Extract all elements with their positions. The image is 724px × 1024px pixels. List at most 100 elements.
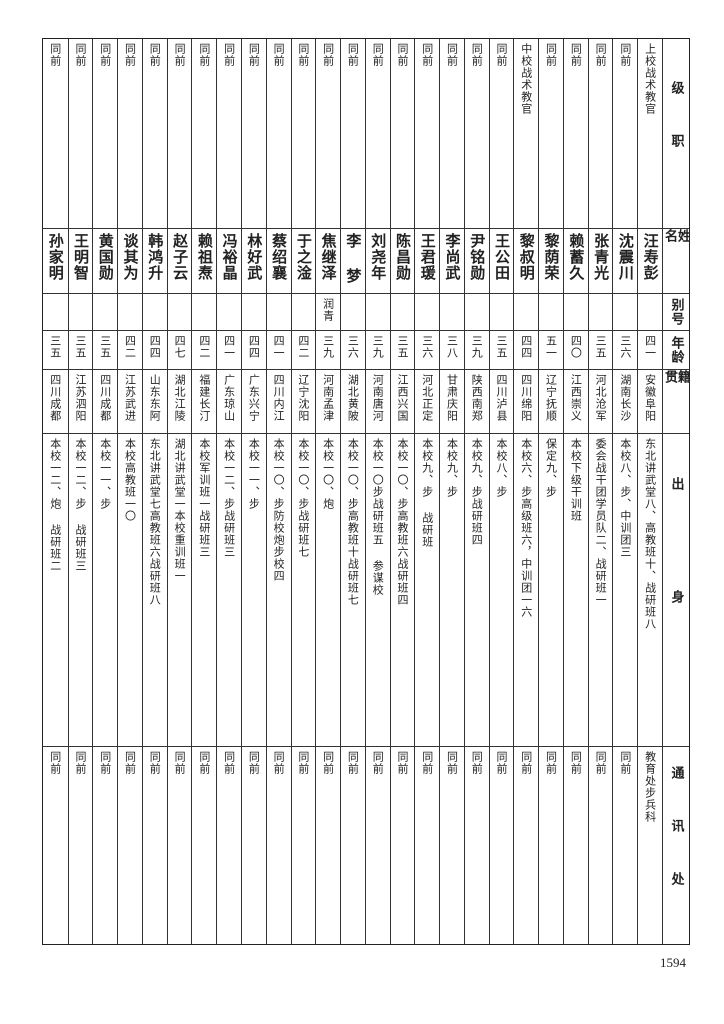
background-cell: 本校一〇、步高教班十战研班七 (341, 434, 365, 747)
age-cell-text: 三九 (470, 335, 484, 359)
age-cell: 四二 (291, 331, 316, 370)
name-cell: 张青光 (588, 229, 613, 294)
age-cell-text: 三九 (321, 335, 335, 359)
rank-cell: 同前 (142, 39, 167, 229)
alias-cell (613, 294, 638, 331)
background-cell-text: 本校一一、步 (247, 438, 261, 510)
native-cell: 广东兴宁 (241, 370, 266, 434)
rank-cell: 同前 (365, 39, 390, 229)
rank-cell: 同前 (217, 39, 241, 229)
rank-cell-text: 同前 (74, 43, 87, 67)
alias-cell (192, 294, 217, 331)
native-cell-text: 湖北黄陂 (346, 374, 360, 422)
name-cell-text: 谈其为 (121, 233, 140, 281)
address-cell: 同前 (69, 747, 93, 944)
age-cell: 三五 (588, 331, 613, 370)
name-cell: 林好武 (241, 229, 266, 294)
name-cell-text: 赖祖焘 (195, 233, 214, 281)
person-column: 同前 刘尧年 三九 河南唐河 本校一〇步战研班五 参谋校 同前 (364, 39, 390, 944)
header-age: 年龄 (663, 331, 689, 370)
header-alias: 别号 (663, 294, 689, 331)
address-cell-text: 同前 (420, 751, 434, 775)
address-cell: 同前 (440, 747, 464, 944)
rank-cell: 同前 (241, 39, 266, 229)
native-cell: 湖北黄陂 (341, 370, 365, 434)
name-cell: 黎叔明 (514, 229, 539, 294)
address-cell: 同前 (267, 747, 291, 944)
address-cell: 同前 (192, 747, 216, 944)
person-column: 同前 黎荫荣 五一 辽宁抚顺 保定九、步 同前 (538, 39, 563, 944)
name-cell: 于之淦 (291, 229, 316, 294)
name-cell-text: 尹铭勋 (468, 233, 487, 281)
rank-cell: 中校战术教官 (514, 39, 539, 229)
background-cell-text: 本校八、步 (495, 438, 509, 498)
address-cell-text: 同前 (470, 751, 484, 775)
age-cell: 三九 (316, 331, 341, 370)
background-cell: 本校一一、步 (241, 434, 266, 747)
name-cell: 王明智 (68, 229, 93, 294)
rank-cell: 同前 (93, 39, 118, 229)
address-cell: 同前 (514, 747, 538, 944)
alias-cell (539, 294, 563, 331)
native-cell: 辽宁沈阳 (291, 370, 316, 434)
native-cell: 江西兴国 (390, 370, 415, 434)
name-cell-text: 刘尧年 (369, 233, 388, 281)
name-cell-text: 王公田 (493, 233, 512, 281)
alias-cell-text: 润青 (321, 298, 335, 322)
name-cell: 冯裕晶 (217, 229, 241, 294)
age-cell-text: 四二 (197, 335, 211, 359)
header-native: 籍贯 (663, 370, 689, 434)
person-column: 同前 蔡绍襄 四一 四川内江 本校一〇、步防校炮步校四 同前 (265, 39, 291, 944)
age-cell: 三六 (341, 331, 365, 370)
age-cell-text: 三五 (395, 335, 409, 359)
age-cell: 三八 (440, 331, 464, 370)
alias-cell (118, 294, 142, 331)
name-cell: 蔡绍襄 (266, 229, 291, 294)
alias-cell (440, 294, 464, 331)
address-cell-text: 同前 (222, 751, 236, 775)
background-cell: 本校六、步高级班六，中训团一六 (514, 434, 539, 747)
background-cell: 本校一〇步战研班五 参谋校 (365, 434, 390, 747)
name-cell-text: 黄国勋 (96, 233, 115, 281)
person-column: 中校战术教官 黎叔明 四四 四川绵阳 本校六、步高级班六，中训团一六 同前 (513, 39, 539, 944)
native-cell-text: 广东琼山 (222, 374, 236, 422)
address-cell: 同前 (415, 747, 439, 944)
address-cell-text: 同前 (74, 751, 87, 775)
person-column: 同前 林好武 四四 广东兴宁 本校一一、步 同前 (240, 39, 266, 944)
address-cell-text: 同前 (594, 751, 608, 775)
person-column: 同前 王君瑗 三六 河北正定 本校九、步 战研班 同前 (414, 39, 440, 944)
alias-cell (464, 294, 489, 331)
rank-cell-text: 同前 (296, 43, 310, 67)
background-cell: 本校九、步战研班四 (464, 434, 489, 747)
native-cell: 陕西南郑 (464, 370, 489, 434)
person-column: 同前李 梦三六 湖北黄陂 本校一〇、步高教班十战研班七 同前 (340, 39, 365, 944)
name-cell-text: 张青光 (592, 233, 611, 281)
background-cell-text: 本校一二、步战研班三 (222, 438, 236, 558)
native-cell-text: 江苏武进 (123, 374, 137, 422)
background-cell-text: 本校一〇、步战研班七 (296, 438, 310, 558)
native-cell-text: 湖南长沙 (618, 374, 632, 422)
address-cell: 同前 (490, 747, 514, 944)
background-cell: 本校八、步 (489, 434, 514, 747)
native-cell: 河南唐河 (365, 370, 390, 434)
person-column: 同前 焦继泽 润青 三九 河南孟津 本校一〇、炮 同前 (315, 39, 341, 944)
address-cell: 同前 (391, 747, 415, 944)
rank-cell-text: 同前 (420, 43, 434, 67)
name-cell: 焦继泽 (316, 229, 341, 294)
native-cell-text: 河南孟津 (321, 374, 335, 422)
name-cell: 王君瑗 (415, 229, 440, 294)
age-cell-text: 三五 (48, 335, 62, 359)
native-cell-text: 四川泸县 (495, 374, 509, 422)
background-cell: 本校下级干训班 (563, 434, 588, 747)
rank-cell: 同前 (539, 39, 563, 229)
address-cell-text: 同前 (544, 751, 558, 775)
person-column: 同前 李尚武 三八 甘肃庆阳 本校九、步 同前 (439, 39, 464, 944)
age-cell: 三五 (42, 331, 68, 370)
name-cell: 李尚武 (440, 229, 464, 294)
name-cell: 孙家明 (42, 229, 68, 294)
address-cell: 同前 (93, 747, 117, 944)
native-cell: 广东琼山 (217, 370, 241, 434)
person-column: 同前 王公田 三五 四川泸县 本校八、步 同前 (488, 39, 514, 944)
person-column: 同前 谈其为 四二 江苏武进 本校高教班一〇 同前 (117, 39, 142, 944)
native-cell-text: 甘肃庆阳 (445, 374, 459, 422)
